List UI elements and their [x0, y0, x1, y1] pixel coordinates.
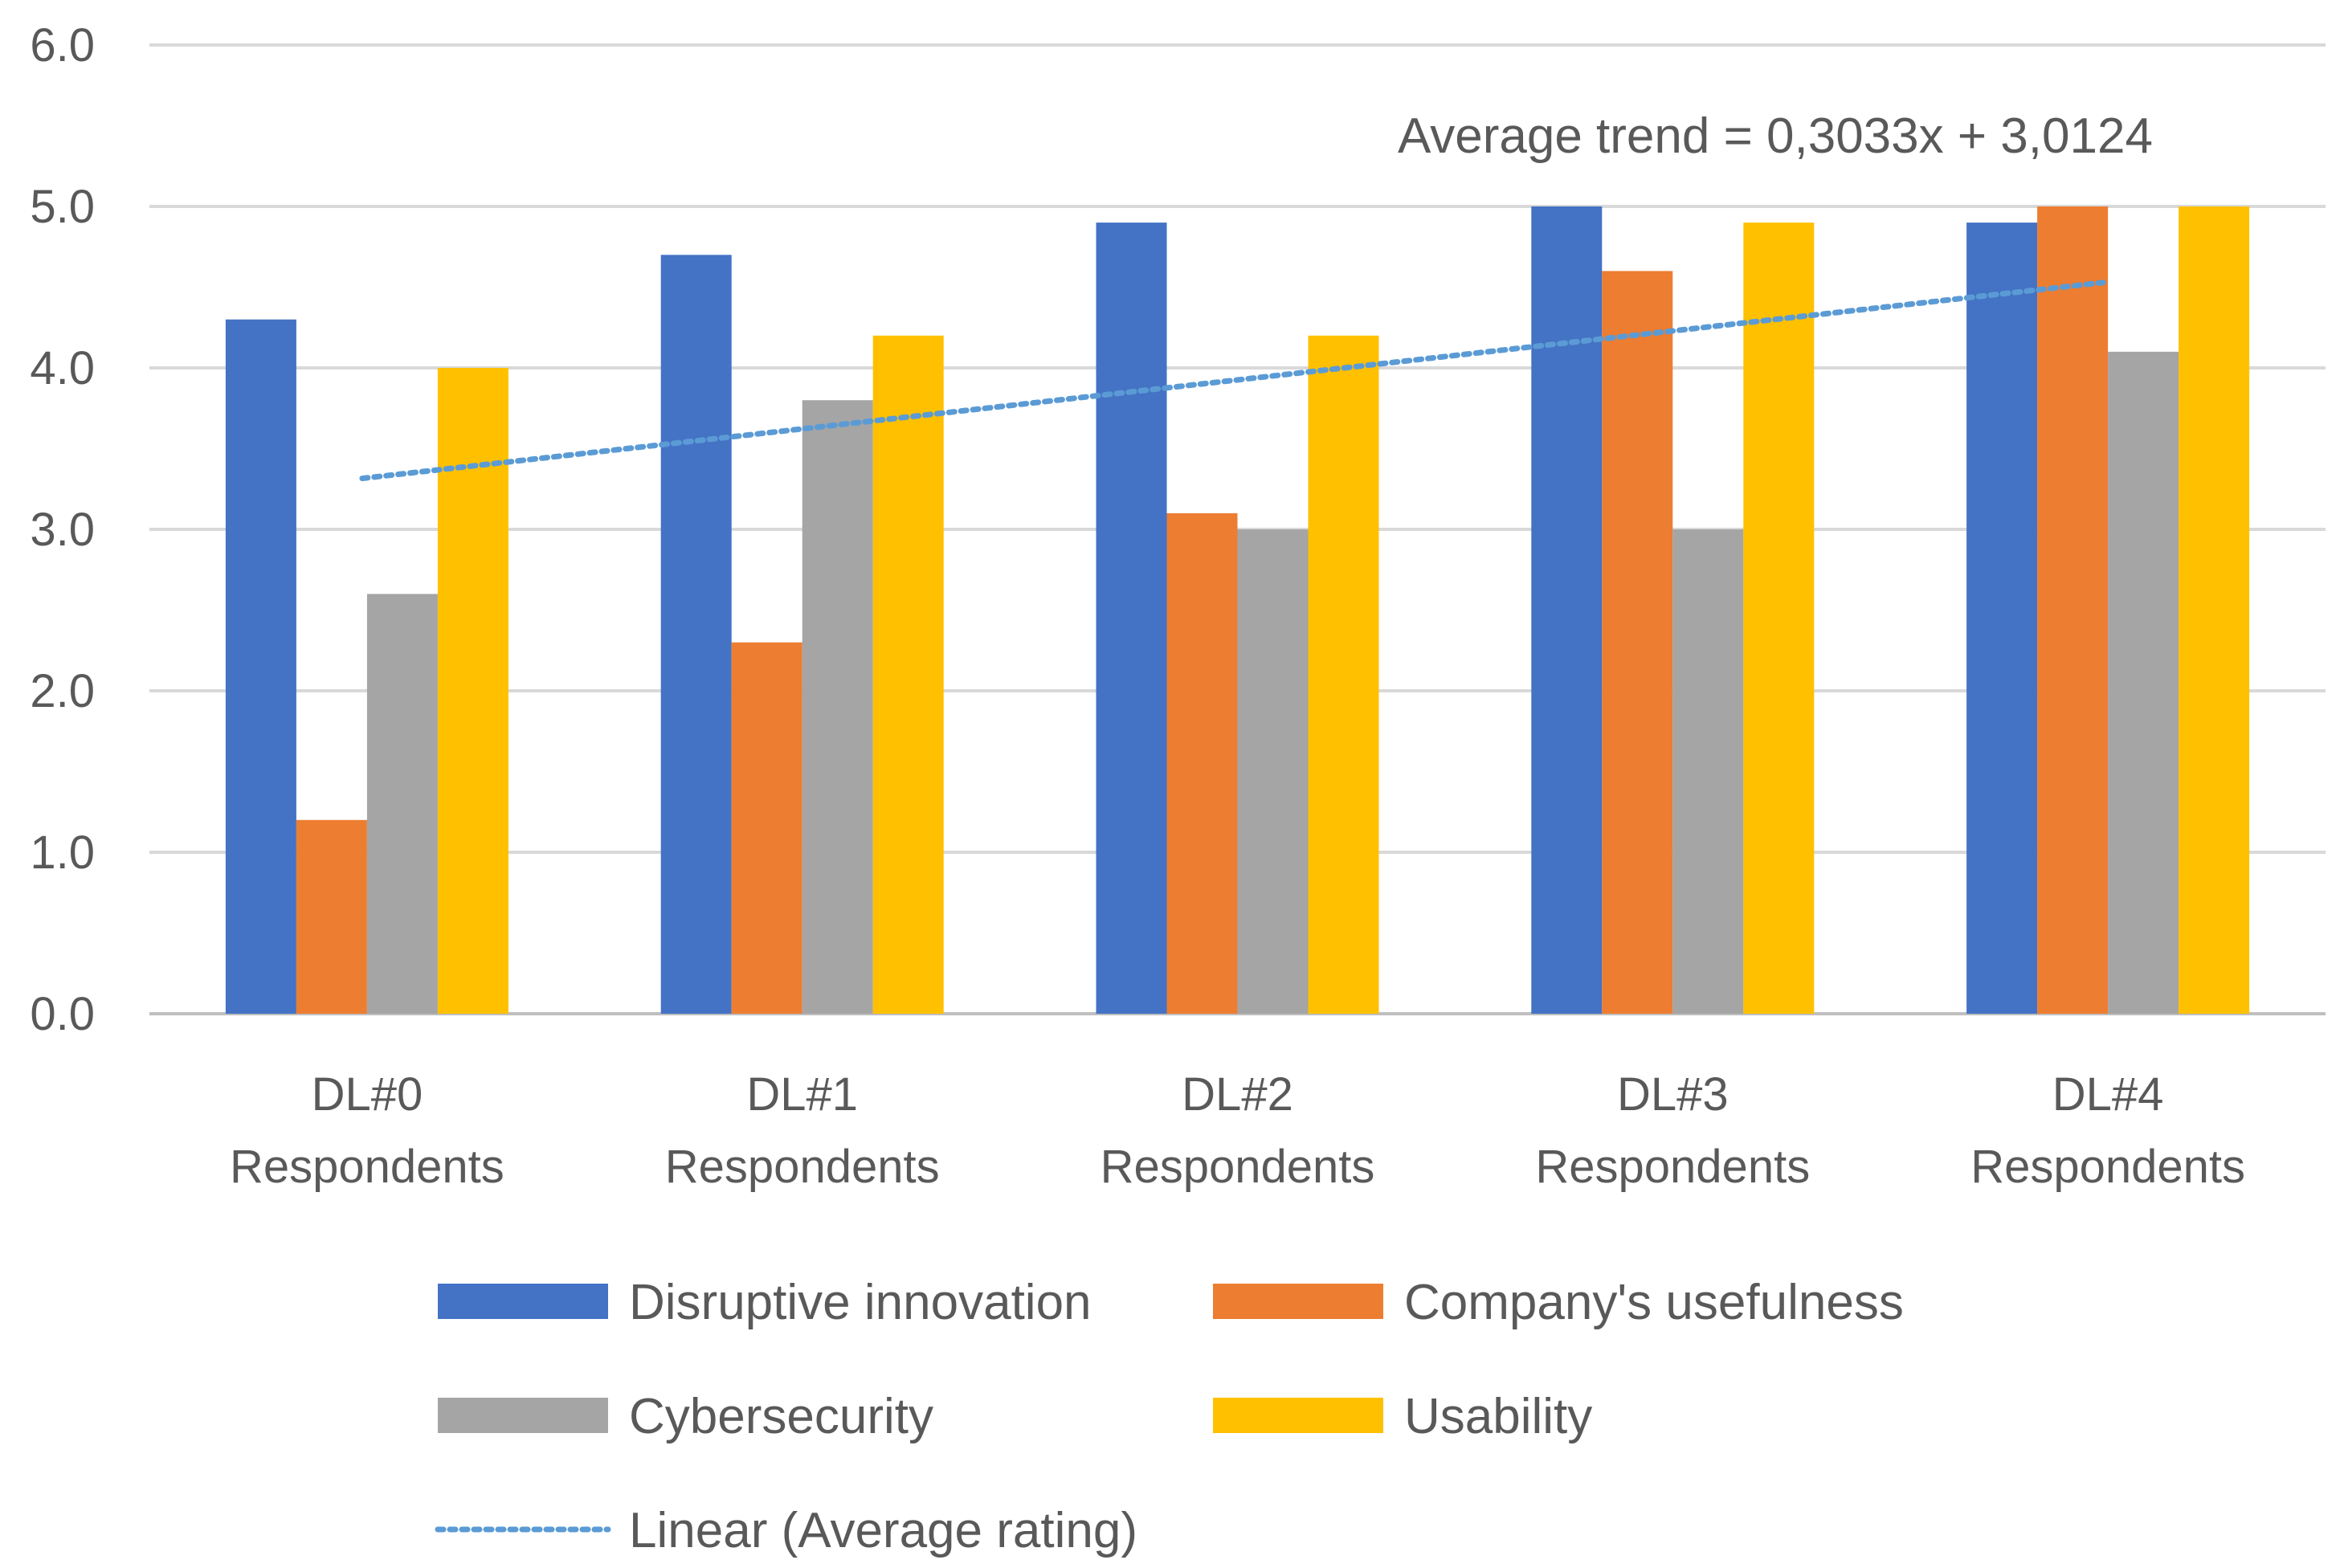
y-tick-label: 6.0 [30, 19, 95, 71]
bar [1237, 529, 1309, 1014]
bar [660, 255, 732, 1014]
y-tick-label: 4.0 [30, 342, 95, 394]
y-tick-label: 0.0 [30, 988, 95, 1040]
bar [2037, 206, 2109, 1014]
legend-label: Cybersecurity [629, 1389, 933, 1444]
legend-label: Linear (Average rating) [629, 1503, 1137, 1558]
x-tick-label: Respondents [230, 1141, 504, 1193]
bar [225, 319, 296, 1014]
bar [872, 335, 944, 1014]
y-tick-label: 3.0 [30, 504, 95, 556]
legend-label: Disruptive innovation [629, 1275, 1092, 1330]
legend-swatch [1213, 1398, 1383, 1433]
x-tick-label: DL#0 [312, 1068, 423, 1121]
bar [1743, 223, 1815, 1015]
x-tick-label: DL#3 [1617, 1068, 1729, 1121]
x-tick-label: Respondents [1535, 1141, 1810, 1193]
legend-label: Company's usefulness [1404, 1275, 1904, 1330]
x-tick-label: DL#2 [1182, 1068, 1293, 1121]
legend-swatch [438, 1284, 608, 1319]
legend: Disruptive innovation Company's usefulnes… [435, 1275, 1904, 1558]
bar [2108, 351, 2179, 1014]
bar [731, 642, 802, 1014]
bar [1966, 223, 2038, 1015]
legend-swatch [438, 1398, 608, 1433]
y-tick-label: 1.0 [30, 827, 95, 879]
bar [1602, 271, 1673, 1014]
bar [1096, 223, 1167, 1015]
legend-label: Usability [1404, 1389, 1592, 1444]
bar [437, 368, 508, 1014]
bar [1531, 206, 1603, 1014]
bars [225, 206, 2250, 1015]
bar [296, 819, 367, 1014]
trendline-average-rating [359, 280, 2106, 482]
bar [1166, 512, 1238, 1014]
x-tick-label: DL#1 [746, 1068, 858, 1121]
bar [1672, 529, 1744, 1014]
bar [2179, 206, 2250, 1014]
x-tick-label: Respondents [665, 1141, 940, 1193]
bar [802, 400, 873, 1014]
bar [366, 594, 438, 1014]
x-tick-label: Respondents [1970, 1141, 2245, 1193]
trend-equation: Average trend = 0,3033x + 3,0124 [1398, 108, 2153, 164]
x-tick-label: DL#4 [2052, 1068, 2164, 1121]
trendline [359, 280, 2106, 482]
y-tick-label: 2.0 [30, 665, 95, 717]
bar [1308, 335, 1379, 1014]
x-axis-labels: DL#0 Respondents DL#1 Respondents DL#2 Respon… [230, 1068, 2245, 1193]
y-tick-label: 5.0 [30, 181, 95, 233]
y-axis-ticks: 0.0 1.0 2.0 3.0 4.0 5.0 6.0 [30, 19, 95, 1040]
x-tick-label: Respondents [1101, 1141, 1375, 1193]
legend-swatch [1213, 1284, 1383, 1319]
